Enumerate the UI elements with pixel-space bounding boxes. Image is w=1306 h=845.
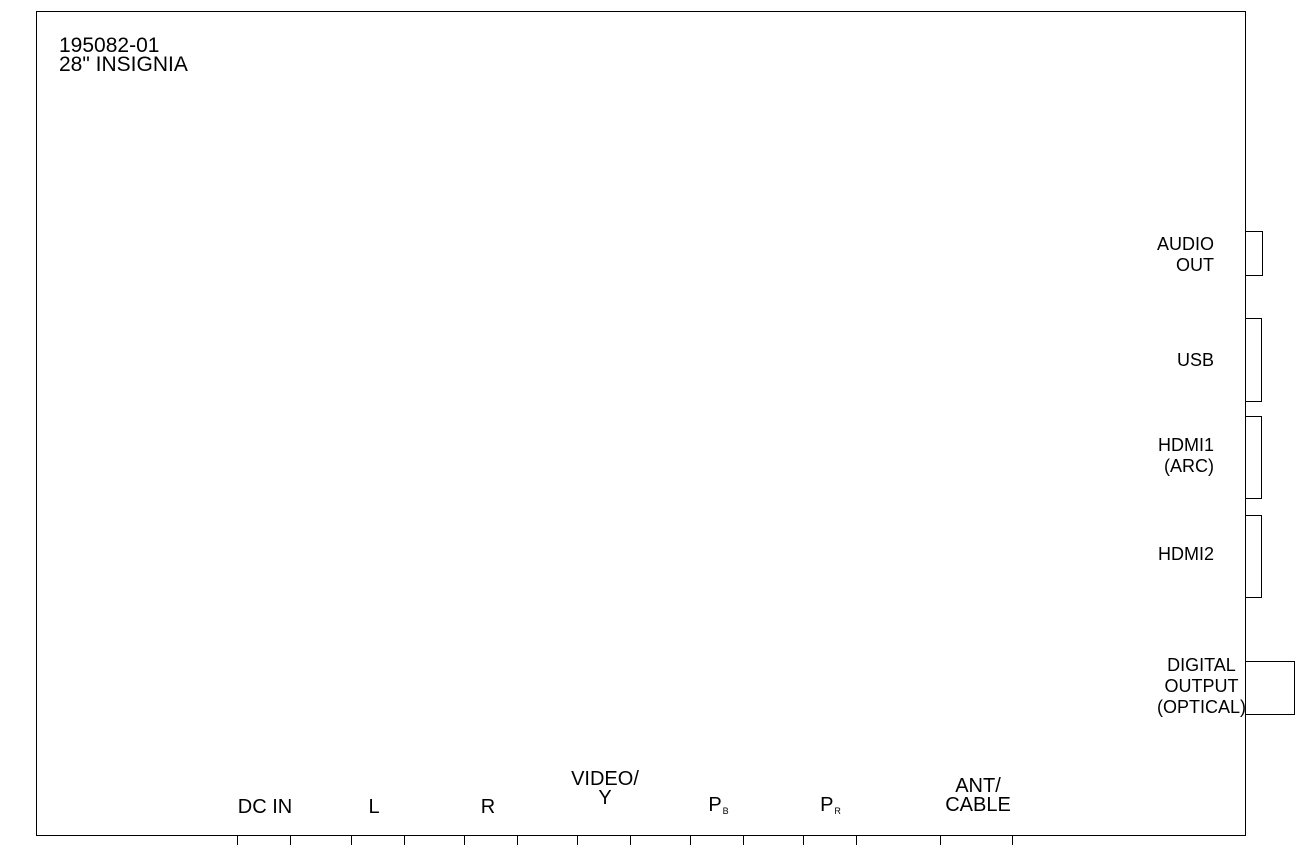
pr-label-main: P [820, 794, 834, 816]
video-y-port-edge-right [630, 836, 631, 845]
pb-port-edge-right [743, 836, 744, 845]
digital-output-port [1246, 661, 1295, 715]
ant-cable-label-line1: ANT/ [955, 775, 1001, 797]
ant-cable-label-line2: CABLE [945, 794, 1011, 816]
digital-output-label-line2: OUTPUT [1164, 676, 1239, 696]
audio-out-port [1246, 231, 1263, 276]
digital-output-label-line1: DIGITAL [1167, 655, 1236, 675]
dc-in-port-edge-right [290, 836, 291, 845]
dc-in-port-edge-left [237, 836, 238, 845]
usb-label: USB [1177, 350, 1214, 371]
hdmi1-label-line2: (ARC) [1164, 456, 1214, 476]
ant-cable-port-edge-left [940, 836, 941, 845]
audio-l-port-edge-right [404, 836, 405, 845]
pr-port-edge-left [803, 836, 804, 845]
pr-label-sub: R [834, 806, 841, 816]
video-y-label-line1: VIDEO/ [571, 768, 639, 790]
pr-port-edge-right [856, 836, 857, 845]
hdmi2-label-line1: HDMI2 [1157, 544, 1214, 564]
pb-label-main: P [708, 794, 722, 816]
video-y-label: VIDEO/ Y [553, 768, 657, 809]
audio-r-port-edge-right [517, 836, 518, 845]
model-info: 195082-01 28" INSIGNIA [59, 34, 188, 76]
digital-output-label-line3: (OPTICAL) [1156, 697, 1246, 717]
dc-in-label: DC IN [237, 796, 293, 818]
audio-l-port-edge-left [351, 836, 352, 845]
pb-port-edge-left [690, 836, 691, 845]
pr-label: PR [812, 794, 848, 818]
audio-out-label: AUDIO OUT [1157, 234, 1214, 276]
audio-out-label-line1: AUDIO [1156, 234, 1214, 254]
hdmi1-label: HDMI1 (ARC) [1158, 435, 1214, 477]
audio-r-port-edge-left [464, 836, 465, 845]
pb-label-sub: B [722, 806, 729, 816]
tv-back-panel-outline [36, 11, 1246, 836]
video-y-port-edge-left [577, 836, 578, 845]
video-y-label-line2: Y [598, 787, 612, 809]
model-number: 195082-01 [59, 34, 160, 57]
audio-l-label: L [368, 796, 380, 818]
hdmi1-label-line1: HDMI1 [1157, 435, 1214, 455]
pb-label: PB [700, 794, 736, 818]
ant-cable-port-edge-right [1012, 836, 1013, 845]
hdmi1-port [1246, 416, 1262, 499]
usb-port [1246, 318, 1262, 402]
usb-label-line1: USB [1176, 350, 1214, 370]
audio-r-label: R [480, 796, 496, 818]
hdmi2-port [1246, 515, 1262, 598]
audio-out-label-line2: OUT [1176, 255, 1214, 275]
ant-cable-label: ANT/ CABLE [924, 775, 1032, 816]
digital-output-label: DIGITAL OUTPUT (OPTICAL) [1157, 655, 1246, 718]
model-name: 28" INSIGNIA [59, 53, 188, 76]
hdmi2-label: HDMI2 [1158, 544, 1214, 565]
